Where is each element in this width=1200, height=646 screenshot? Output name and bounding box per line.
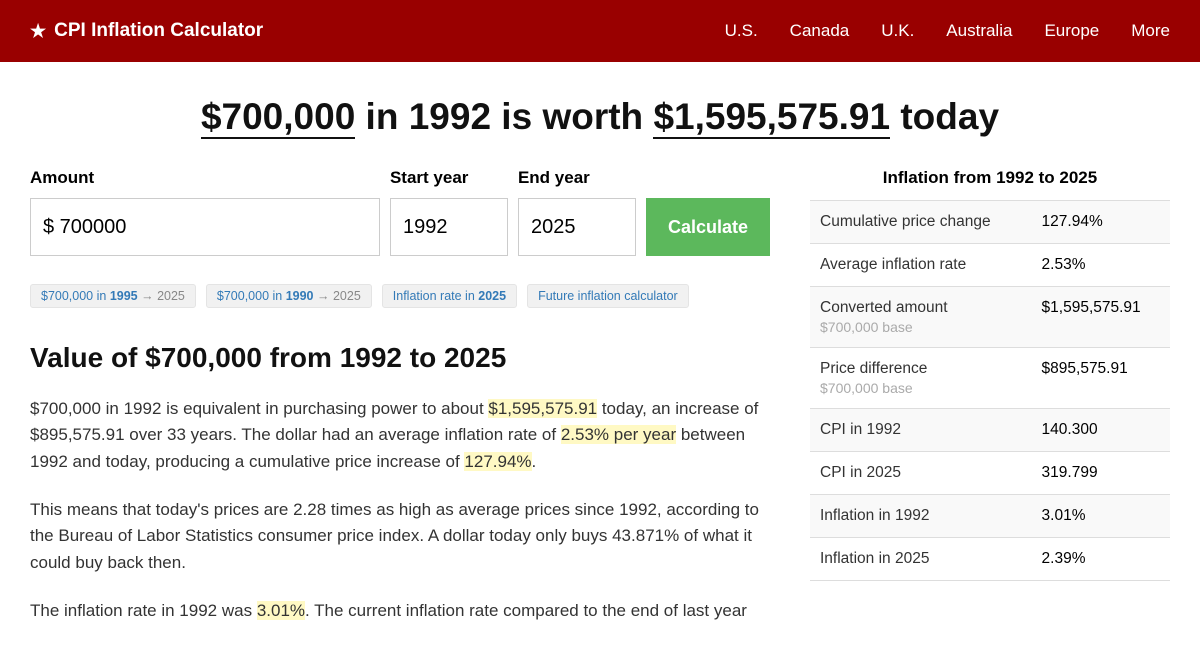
page-headline: $700,000 in 1992 is worth $1,595,575.91 …	[0, 96, 1200, 138]
calculate-button[interactable]: Calculate	[646, 198, 770, 256]
suggestion-chips: $700,000 in 1995 → 2025 $700,000 in 1990…	[30, 284, 770, 308]
table-row: Inflation in 20252.39%	[810, 538, 1170, 581]
stat-value: 2.53%	[1032, 244, 1170, 287]
section-heading: Value of $700,000 from 1992 to 2025	[30, 342, 770, 374]
chip-future[interactable]: Future inflation calculator	[527, 284, 689, 308]
end-year-label: End year	[518, 168, 636, 188]
chip-1995[interactable]: $700,000 in 1995 → 2025	[30, 284, 196, 308]
stats-table: Cumulative price change127.94%Average in…	[810, 201, 1170, 581]
paragraph-3: The inflation rate in 1992 was 3.01%. Th…	[30, 598, 770, 624]
stat-sublabel: $700,000 base	[820, 380, 1022, 396]
stat-label: Cumulative price change	[810, 201, 1032, 244]
chip-inflation-2025[interactable]: Inflation rate in 2025	[382, 284, 517, 308]
stat-value: 319.799	[1032, 452, 1170, 495]
stat-label: CPI in 2025	[810, 452, 1032, 495]
stat-value: 2.39%	[1032, 538, 1170, 581]
stat-label: Converted amount$700,000 base	[810, 287, 1032, 348]
star-icon: ★	[30, 21, 46, 42]
start-year-input[interactable]	[390, 198, 508, 256]
stat-value: 127.94%	[1032, 201, 1170, 244]
sidebar: Inflation from 1992 to 2025 Cumulative p…	[810, 168, 1170, 646]
end-year-input[interactable]	[518, 198, 636, 256]
table-row: Price difference$700,000 base$895,575.91	[810, 348, 1170, 409]
table-row: Average inflation rate2.53%	[810, 244, 1170, 287]
stat-value: 140.300	[1032, 409, 1170, 452]
nav-uk[interactable]: U.K.	[881, 21, 914, 41]
nav-europe[interactable]: Europe	[1044, 21, 1099, 41]
nav-us[interactable]: U.S.	[725, 21, 758, 41]
sidebar-title: Inflation from 1992 to 2025	[810, 168, 1170, 201]
nav-australia[interactable]: Australia	[946, 21, 1012, 41]
calculator-form: Amount Start year End year Calculate	[30, 168, 770, 256]
header: ★ CPI Inflation Calculator U.S. Canada U…	[0, 0, 1200, 62]
start-year-label: Start year	[390, 168, 508, 188]
table-row: CPI in 1992140.300	[810, 409, 1170, 452]
stat-label: Inflation in 1992	[810, 495, 1032, 538]
paragraph-2: This means that today's prices are 2.28 …	[30, 497, 770, 576]
paragraph-1: $700,000 in 1992 is equivalent in purcha…	[30, 396, 770, 475]
amount-label: Amount	[30, 168, 380, 188]
nav: U.S. Canada U.K. Australia Europe More	[725, 21, 1170, 41]
table-row: Cumulative price change127.94%	[810, 201, 1170, 244]
stat-label: Average inflation rate	[810, 244, 1032, 287]
table-row: Converted amount$700,000 base$1,595,575.…	[810, 287, 1170, 348]
headline-to: $1,595,575.91	[653, 96, 890, 139]
chip-1990[interactable]: $700,000 in 1990 → 2025	[206, 284, 372, 308]
stat-label: Price difference$700,000 base	[810, 348, 1032, 409]
amount-input[interactable]	[30, 198, 380, 256]
logo[interactable]: ★ CPI Inflation Calculator	[30, 20, 263, 42]
stat-label: Inflation in 2025	[810, 538, 1032, 581]
stat-label: CPI in 1992	[810, 409, 1032, 452]
table-row: CPI in 2025319.799	[810, 452, 1170, 495]
stat-sublabel: $700,000 base	[820, 319, 1022, 335]
logo-text: CPI Inflation Calculator	[54, 20, 263, 42]
nav-canada[interactable]: Canada	[790, 21, 850, 41]
stat-value: $895,575.91	[1032, 348, 1170, 409]
table-row: Inflation in 19923.01%	[810, 495, 1170, 538]
nav-more[interactable]: More	[1131, 21, 1170, 41]
stat-value: $1,595,575.91	[1032, 287, 1170, 348]
headline-from: $700,000	[201, 96, 355, 139]
stat-value: 3.01%	[1032, 495, 1170, 538]
